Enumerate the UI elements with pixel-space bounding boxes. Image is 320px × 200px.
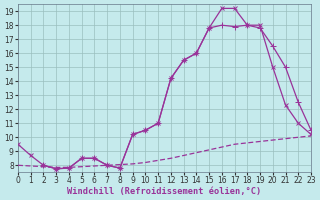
X-axis label: Windchill (Refroidissement éolien,°C): Windchill (Refroidissement éolien,°C)	[68, 187, 262, 196]
